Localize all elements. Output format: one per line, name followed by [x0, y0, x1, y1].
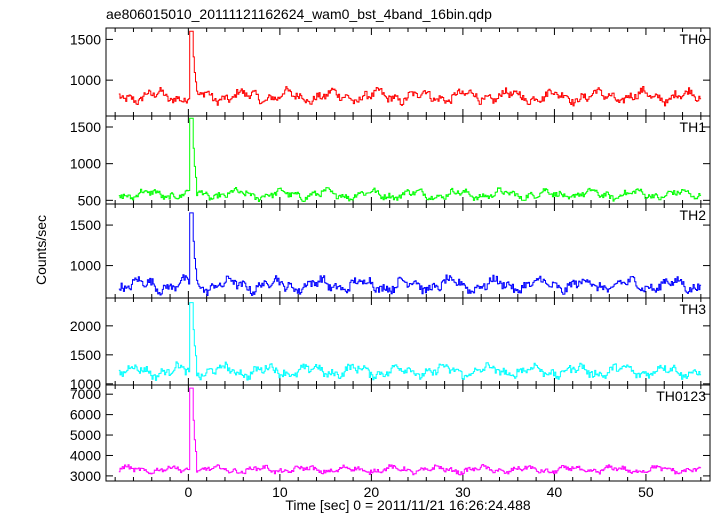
panel-label: TH1	[680, 119, 707, 135]
y-tick-label: 3000	[70, 468, 101, 484]
panel-label: TH3	[680, 301, 707, 317]
series-line-th2	[118, 212, 702, 296]
panel-label: TH0123	[656, 388, 706, 404]
series-line-th3	[118, 302, 702, 381]
y-tick-label: 1500	[70, 217, 101, 233]
panel-frame	[105, 203, 711, 299]
y-tick-label: 500	[78, 192, 102, 208]
x-tick-label: 30	[455, 484, 471, 500]
panel-th0123: TH0123 3000 4000 5000 6000 7000 0 10 20 30 40 50	[70, 384, 711, 500]
y-tick-label: 1500	[70, 31, 101, 47]
chart-title: ae806015010_20111121162624_wam0_bst_4ban…	[106, 6, 492, 22]
series-line-th0	[118, 30, 702, 107]
panel-group: TH010001500TH150010001500TH210001500TH31…	[70, 27, 711, 500]
panel-th1: TH1 500 1000 1500	[70, 115, 711, 208]
y-tick-label: 4000	[70, 447, 101, 463]
y-tick-label: 1000	[70, 72, 101, 88]
x-tick-label: 50	[638, 484, 654, 500]
y-tick-label: 1000	[70, 258, 101, 274]
y-axis-label: Counts/sec	[33, 215, 49, 285]
y-tick-label: 6000	[70, 407, 101, 423]
y-tick-label: 2000	[70, 318, 101, 334]
y-tick-label: 1500	[70, 347, 101, 363]
x-tick-label: 0	[184, 484, 192, 500]
x-tick-label: 10	[272, 484, 288, 500]
series-line-th1	[118, 117, 702, 202]
y-tick-label: 1000	[70, 156, 101, 172]
x-axis-label: Time [sec] 0 = 2011/11/21 16:26:24.488	[285, 497, 531, 513]
y-tick-label: 7000	[70, 386, 101, 402]
y-tick-label: 5000	[70, 427, 101, 443]
y-tick-label: 1500	[70, 119, 101, 135]
x-tick-label: 20	[364, 484, 380, 500]
panel-th0: TH0 1000 1500	[70, 27, 711, 117]
panel-label: TH2	[680, 207, 707, 223]
x-tick-label: 40	[547, 484, 563, 500]
series-line-th0123	[118, 387, 702, 476]
y-tick-label: 1000	[70, 376, 101, 392]
panel-th2: TH2 1000 1500	[70, 203, 711, 299]
panel-th3: TH3 1000 1500 2000	[70, 297, 711, 392]
panel-label: TH0	[680, 31, 707, 47]
